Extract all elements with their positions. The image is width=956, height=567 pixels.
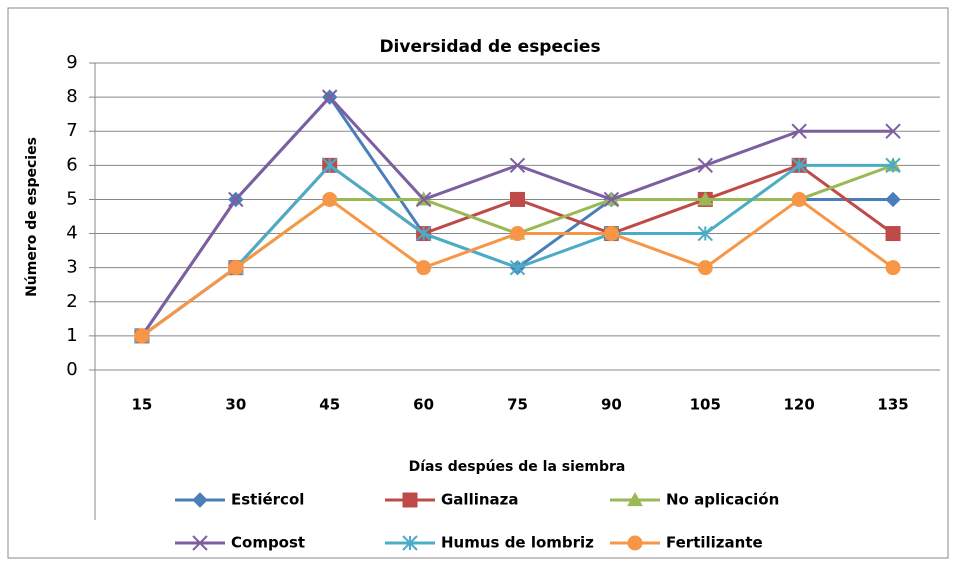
legend-label: Compost <box>231 534 305 552</box>
legend-label: Gallinaza <box>441 491 519 509</box>
marker <box>509 157 526 174</box>
x-axis-title: Días despúes de la siembra <box>409 459 626 475</box>
x-tick-label: 15 <box>132 396 153 414</box>
y-tick-label: 3 <box>66 257 77 278</box>
marker <box>402 535 418 551</box>
x-tick-label: 135 <box>877 396 908 414</box>
marker <box>415 225 432 242</box>
x-tick-label: 90 <box>601 396 622 414</box>
x-tick-label: 30 <box>225 396 246 414</box>
y-tick-label: 0 <box>66 359 77 380</box>
legend-label: Fertilizante <box>666 534 763 552</box>
marker <box>885 226 901 242</box>
x-tick-label: 120 <box>784 396 815 414</box>
x-tick-label: 60 <box>413 396 434 414</box>
marker <box>627 535 643 551</box>
marker <box>509 259 526 276</box>
x-tick-label: 75 <box>507 396 528 414</box>
y-tick-label: 6 <box>66 154 77 175</box>
marker <box>697 260 713 276</box>
marker <box>697 157 713 174</box>
x-tick-label: 45 <box>319 396 340 414</box>
marker <box>885 260 901 276</box>
marker <box>885 191 901 208</box>
marker <box>627 491 643 507</box>
marker <box>322 157 338 174</box>
marker <box>322 191 338 207</box>
marker <box>134 328 150 344</box>
marker <box>603 226 619 242</box>
x-tick-label: 105 <box>690 396 721 414</box>
y-tick-label: 7 <box>66 120 77 141</box>
marker <box>885 157 901 174</box>
marker <box>510 191 525 207</box>
marker <box>192 492 208 508</box>
chart-border <box>7 7 949 559</box>
marker <box>415 191 432 208</box>
marker <box>228 260 244 276</box>
marker <box>228 191 244 208</box>
y-tick-label: 1 <box>66 325 77 346</box>
marker <box>885 123 901 139</box>
marker <box>192 535 208 551</box>
marker <box>510 226 525 242</box>
marker <box>791 191 807 207</box>
marker <box>603 191 620 208</box>
marker <box>791 157 807 174</box>
y-tick-label: 5 <box>66 188 77 209</box>
y-axis-title: Número de especies <box>24 137 40 297</box>
legend-label: No aplicación <box>666 491 779 509</box>
chart-title: Diversidad de especies <box>379 37 600 57</box>
marker <box>322 89 338 105</box>
marker <box>791 123 807 139</box>
y-tick-label: 4 <box>66 223 77 244</box>
marker <box>402 492 418 508</box>
y-tick-label: 2 <box>66 291 77 312</box>
marker <box>697 191 714 206</box>
marker <box>416 260 432 276</box>
marker <box>697 225 713 242</box>
legend-label: Estiércol <box>231 491 304 509</box>
legend-label: Humus de lombriz <box>441 534 594 552</box>
y-tick-label: 8 <box>66 86 77 107</box>
y-tick-label: 9 <box>66 52 77 73</box>
